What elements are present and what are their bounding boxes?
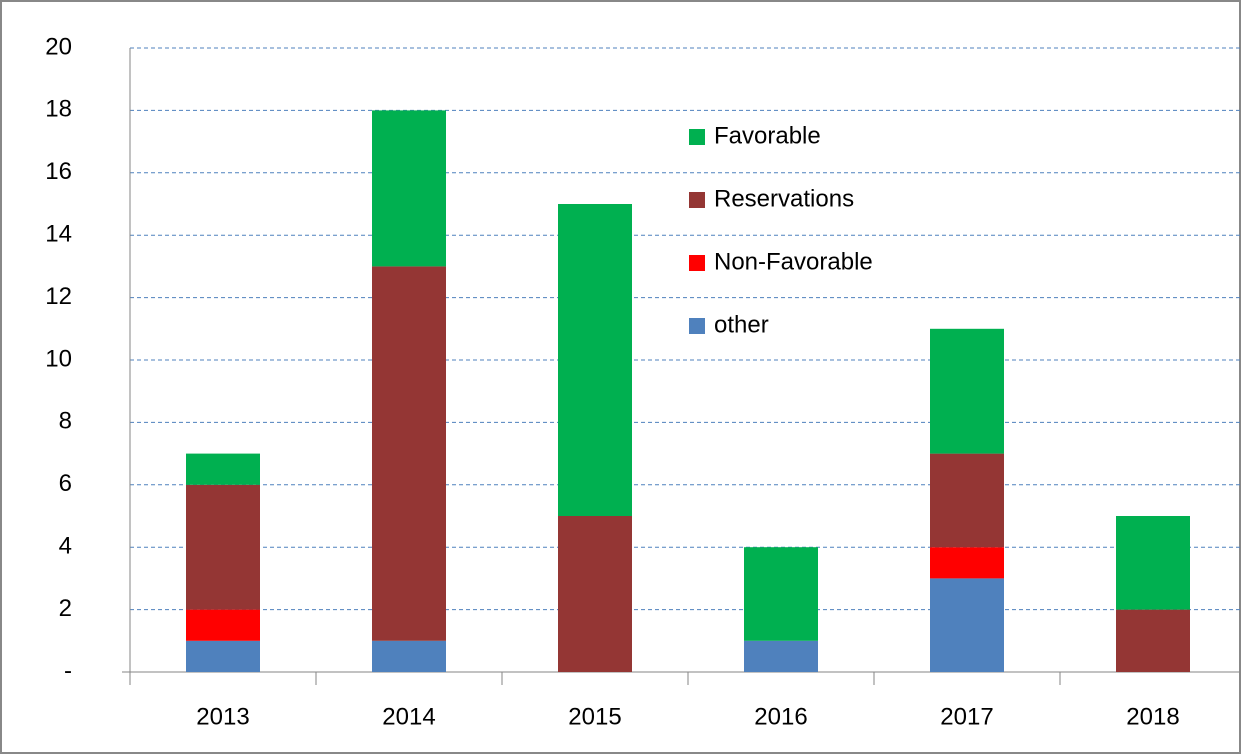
y-tick-label: 2 [59,595,72,622]
y-tick-label: 20 [45,33,72,60]
y-tick-label: 14 [45,221,72,248]
x-tick-label: 2015 [568,703,621,730]
bar-segment [930,453,1004,548]
y-tick-label: 6 [59,470,72,497]
bar-segment [744,640,818,672]
bar-segment [186,609,260,641]
y-tick-label: 8 [59,408,72,435]
legend-label: other [714,311,769,338]
bar-segment [744,547,818,641]
bar-segment [372,110,446,267]
bar-segment [558,516,632,672]
legend-swatch [689,192,705,208]
legend-label: Reservations [714,185,854,212]
bar-segment [930,328,1004,454]
y-tick-label: 4 [59,533,72,560]
y-tick-label: 18 [45,96,72,123]
y-tick-label: - [64,657,72,684]
legend-label: Non-Favorable [714,248,873,275]
bar-segment [186,484,260,610]
bar-segment [558,204,632,516]
legend-label: Favorable [714,122,821,149]
x-tick-label: 2016 [754,703,807,730]
y-tick-label: 16 [45,158,72,185]
bar-segment [930,547,1004,579]
legend-swatch [689,255,705,271]
bar-segment [930,578,1004,672]
y-tick-label: 12 [45,283,72,310]
y-tick-label: 10 [45,345,72,372]
x-tick-label: 2017 [940,703,993,730]
legend-swatch [689,318,705,334]
x-tick-label: 2014 [382,703,435,730]
bar-segment [186,640,260,672]
legend-swatch [689,129,705,145]
x-tick-label: 2013 [196,703,249,730]
x-tick-label: 2018 [1126,703,1179,730]
bar-segment [372,640,446,672]
bar-segment [1116,609,1190,672]
bar-segment [186,453,260,485]
bar-segment [1116,516,1190,610]
bar-segment [372,266,446,641]
